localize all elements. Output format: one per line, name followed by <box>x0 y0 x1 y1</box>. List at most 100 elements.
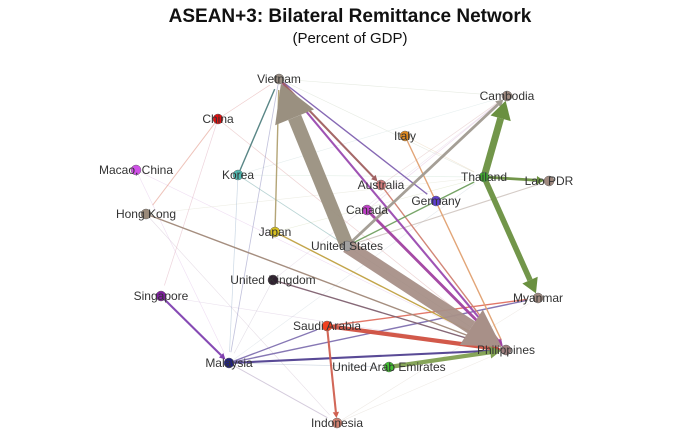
edge-Thailand-Myanmar <box>481 175 533 282</box>
edge-Saudi-Myanmar <box>326 298 528 327</box>
edge-Macao-Malaysia <box>135 169 225 354</box>
node-label: Germany <box>411 194 460 208</box>
node-marker[interactable] <box>130 164 142 176</box>
edge-Australia-Cambodia <box>380 102 499 186</box>
node-label: Thailand <box>461 170 507 184</box>
node-singapore[interactable]: Singapore <box>134 289 189 303</box>
node-label: Malaysia <box>205 356 253 370</box>
edge-arrowhead <box>275 83 315 126</box>
node-label: Italy <box>394 129 416 143</box>
node-label: United Arab Emirates <box>332 360 445 374</box>
edge-Malaysia-Thailand <box>228 183 476 364</box>
node-marker[interactable] <box>375 179 387 191</box>
edge-US-Philippines <box>343 240 476 334</box>
nodes-layer: Vietnam China Italy Cambodia Macao, China Kor… <box>99 72 574 430</box>
node-label: Canada <box>346 203 388 217</box>
edge-Japan-Thailand <box>274 179 474 233</box>
node-saudi[interactable]: Saudi Arabia <box>293 319 361 333</box>
node-myanmar[interactable]: Myanmar <box>513 291 563 305</box>
node-macao[interactable]: Macao, China <box>99 163 173 177</box>
edge-Malaysia-Indonesia <box>228 362 328 419</box>
node-label: Australia <box>358 178 405 192</box>
edge-Vietnam-Malaysia <box>230 78 280 353</box>
node-italy[interactable]: Italy <box>394 129 416 143</box>
node-hongkong[interactable]: Hong Kong <box>116 207 176 221</box>
edge-Macao-Philippines <box>135 169 497 346</box>
node-marker[interactable] <box>383 361 395 373</box>
node-uae[interactable]: United Arab Emirates <box>332 360 445 374</box>
edge-arrowhead <box>332 411 340 419</box>
edge-arrowhead <box>522 276 538 294</box>
node-marker[interactable] <box>212 113 224 125</box>
node-marker[interactable] <box>341 240 353 252</box>
node-label: Myanmar <box>513 291 563 305</box>
node-label: Indonesia <box>311 416 363 430</box>
node-marker[interactable] <box>478 171 490 183</box>
node-uk[interactable]: United Kingdom <box>230 273 315 287</box>
node-label: Korea <box>222 168 254 182</box>
node-marker[interactable] <box>273 73 285 85</box>
node-malaysia[interactable]: Malaysia <box>205 356 253 370</box>
edge-Italy-Thailand <box>404 135 475 173</box>
edge-Thailand-Cambodia <box>480 117 505 178</box>
edge-Indonesia-Philippines <box>336 354 497 424</box>
node-marker[interactable] <box>500 344 512 356</box>
node-label: United Kingdom <box>230 273 315 287</box>
node-label: Philippines <box>477 343 535 357</box>
edge-Korea-Vietnam <box>237 88 276 176</box>
edge-arrowhead <box>490 100 511 122</box>
node-korea[interactable]: Korea <box>222 168 254 182</box>
node-marker[interactable] <box>331 417 343 429</box>
node-marker[interactable] <box>430 195 442 207</box>
node-label: Japan <box>259 225 292 239</box>
edges-layer <box>135 78 545 424</box>
node-thailand[interactable]: Thailand <box>461 170 507 184</box>
edge-Canada-Philippines <box>366 209 499 343</box>
edge-China-Vietnam <box>217 84 270 120</box>
node-vietnam[interactable]: Vietnam <box>257 72 301 86</box>
edge-Vietnam-Germany <box>278 78 428 195</box>
edge-US-Thailand <box>346 181 475 247</box>
chart-title: ASEAN+3: Bilateral Remittance Network <box>168 6 532 27</box>
node-marker[interactable] <box>532 292 544 304</box>
node-marker[interactable] <box>361 204 373 216</box>
edge-UAE-Philippines <box>388 350 491 370</box>
node-marker[interactable] <box>321 320 333 332</box>
node-label: Lao PDR <box>525 174 574 188</box>
edge-arrowhead <box>489 346 502 359</box>
node-label: Hong Kong <box>116 207 176 221</box>
node-us[interactable]: United States <box>311 239 383 253</box>
node-china[interactable]: China <box>202 112 234 126</box>
edge-arrowhead <box>218 353 226 360</box>
node-marker[interactable] <box>223 357 235 369</box>
node-marker[interactable] <box>140 208 152 220</box>
node-marker[interactable] <box>269 226 281 238</box>
node-lao[interactable]: Lao PDR <box>525 174 574 188</box>
edge-Vietnam-Philippines <box>278 78 500 343</box>
node-cambodia[interactable]: Cambodia <box>480 89 535 103</box>
edge-China-HongKong <box>152 118 219 206</box>
node-marker[interactable] <box>543 175 555 187</box>
edge-Malaysia-UAE <box>228 362 379 368</box>
node-label: Cambodia <box>480 89 535 103</box>
node-germany[interactable]: Germany <box>411 194 460 208</box>
node-canada[interactable]: Canada <box>346 203 388 217</box>
node-marker[interactable] <box>155 290 167 302</box>
node-philippines[interactable]: Philippines <box>477 343 535 357</box>
node-indonesia[interactable]: Indonesia <box>311 416 363 430</box>
edge-US-Vietnam <box>288 114 354 249</box>
node-label: United States <box>311 239 383 253</box>
node-marker[interactable] <box>232 169 244 181</box>
node-marker[interactable] <box>501 90 513 102</box>
node-australia[interactable]: Australia <box>358 178 405 192</box>
node-label: China <box>202 112 234 126</box>
node-marker[interactable] <box>399 130 411 142</box>
edge-Indonesia-Myanmar <box>336 303 529 424</box>
node-japan[interactable]: Japan <box>259 225 292 239</box>
edge-UK-Philippines <box>272 279 496 348</box>
edge-HongKong-Thailand <box>145 177 474 215</box>
node-marker[interactable] <box>267 274 279 286</box>
edge-Saudi-Indonesia <box>325 325 337 413</box>
edge-HongKong-Philippines <box>145 213 496 347</box>
